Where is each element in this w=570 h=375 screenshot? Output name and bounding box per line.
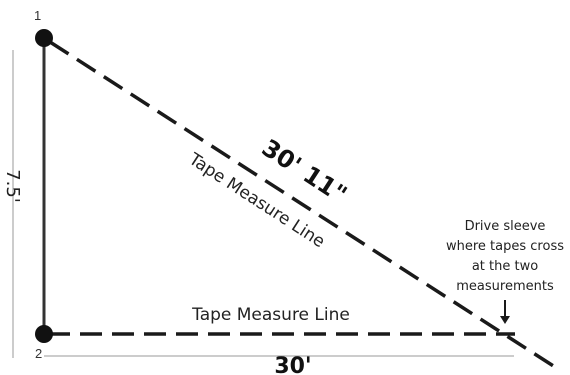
point-2-label: 2: [35, 346, 42, 361]
horizontal-dimension-label: 30': [274, 354, 311, 375]
diagonal-tape-line: [49, 40, 556, 369]
note-line-4: measurements: [456, 279, 554, 294]
horizontal-tape-label: Tape Measure Line: [191, 305, 350, 325]
point-1-marker: [35, 29, 53, 47]
note-line-3: at the two: [472, 259, 538, 274]
vertical-dimension-label: 7.5': [2, 169, 23, 203]
crossing-arrow-head: [500, 316, 510, 324]
point-2-marker: [35, 325, 53, 343]
note-line-2: where tapes cross: [446, 239, 564, 254]
point-1-label: 1: [34, 8, 41, 23]
note-line-1: Drive sleeve: [465, 219, 546, 234]
